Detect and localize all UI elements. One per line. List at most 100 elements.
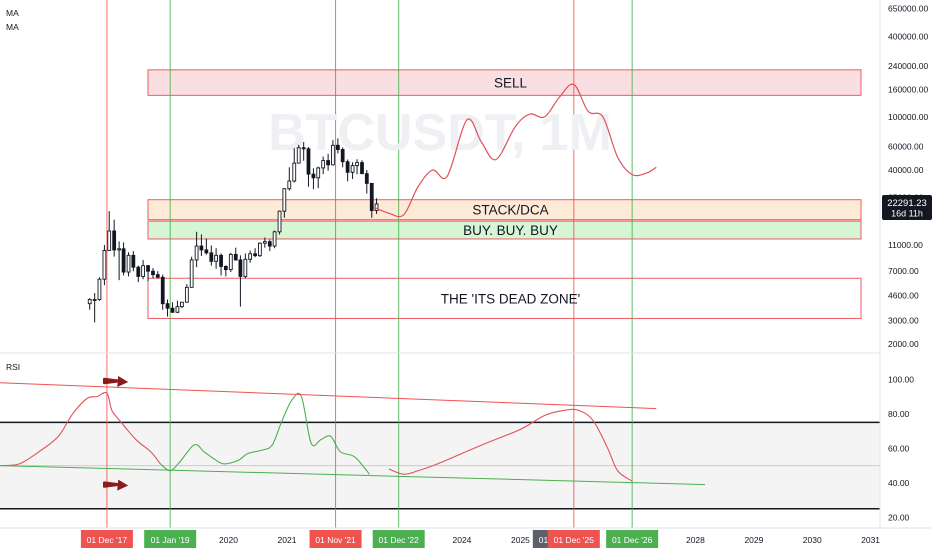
- marker-date-label-3[interactable]: 01 Dec '22: [379, 535, 420, 545]
- marker-date-bg-0[interactable]: [80, 530, 133, 548]
- rsi-upper-trendline[interactable]: [0, 382, 657, 410]
- candle-body-55: [355, 162, 359, 167]
- candle-body-41: [287, 180, 292, 190]
- candle-body-40: [282, 188, 287, 212]
- candle-body-15: [160, 276, 165, 305]
- price-tick-label: 100000.00: [888, 112, 928, 122]
- marker-date-bg-3[interactable]: [372, 530, 425, 548]
- candle-body-30: [233, 253, 238, 261]
- price-tick-label: 4600.00: [888, 291, 919, 301]
- price-tick-label: 60000.00: [888, 142, 924, 152]
- zone-box-3[interactable]: [147, 277, 862, 319]
- price-tick-label: 160000.00: [888, 85, 928, 95]
- candle-body-2: [97, 278, 102, 300]
- candle-body-22: [194, 245, 199, 261]
- rsi-line-green: [160, 392, 370, 475]
- annotation-arrows: [102, 375, 129, 491]
- candle-body-35: [258, 242, 262, 257]
- zone-layer: [147, 69, 862, 319]
- candle-body-6: [117, 248, 122, 251]
- candle-body-7: [121, 248, 126, 273]
- marker-date-label-1[interactable]: 01 Jan '19: [151, 535, 190, 545]
- marker-date-bg-1[interactable]: [144, 530, 197, 548]
- candle-body-24: [204, 249, 209, 254]
- arrow-lower-head[interactable]: [117, 479, 129, 491]
- marker-date-bg-2[interactable]: [309, 530, 362, 548]
- symbol-watermark: BTCUSDT, 1M: [268, 104, 612, 162]
- zone-label-2: BUY. BUY. BUY: [463, 223, 558, 238]
- candle-body-17: [170, 307, 175, 313]
- price-tick-label: 40000.00: [888, 165, 924, 175]
- marker-date-label-0[interactable]: 01 Dec '17: [87, 535, 128, 545]
- marker-date-bg-4[interactable]: [547, 530, 600, 548]
- time-tick-label: 2025: [511, 535, 530, 545]
- time-tick-label: 2021: [278, 535, 297, 545]
- candle-body-56: [360, 162, 364, 175]
- price-tick-label: 2000.00: [888, 339, 919, 349]
- time-tick-label: 2020: [219, 535, 238, 545]
- rsi-band-layer: [0, 421, 880, 510]
- time-tick-label: 2031: [861, 535, 880, 545]
- candle-body-16: [165, 303, 170, 309]
- rsi-tick-label: 60.00: [888, 443, 910, 453]
- candle-body-23: [199, 245, 204, 251]
- arrow-upper-head[interactable]: [117, 375, 129, 387]
- zone-box-0[interactable]: [147, 69, 862, 96]
- candle-body-29: [228, 253, 233, 271]
- rsi-tick-label: 80.00: [888, 409, 910, 419]
- candle-body-10: [136, 266, 141, 277]
- candle-body-38: [272, 231, 277, 247]
- candle-body-11: [141, 265, 145, 277]
- zone-box-1[interactable]: [147, 199, 862, 221]
- candle-body-8: [126, 254, 131, 273]
- candle-body-37: [267, 241, 272, 247]
- indicator-label-ma-2[interactable]: MA: [6, 22, 19, 32]
- price-tick-label: 7000.00: [888, 266, 919, 276]
- candle-body-9: [131, 254, 136, 268]
- candle-body-32: [243, 258, 248, 277]
- cycle-marker-lines: [106, 0, 633, 528]
- rsi-tick-label: 100.00: [888, 374, 914, 384]
- candle-body-51: [335, 144, 340, 150]
- marker-date-label-5[interactable]: 01 Dec '26: [612, 535, 653, 545]
- zone-label-0: SELL: [494, 76, 528, 91]
- candle-body-52: [340, 149, 345, 163]
- marker-date-label-4[interactable]: 01 Dec '25: [554, 535, 595, 545]
- candle-body-13: [151, 270, 155, 276]
- marker-date-label-2[interactable]: 01 Nov '21: [315, 535, 356, 545]
- rsi-lower-trendline[interactable]: [0, 465, 706, 486]
- candle-body-36: [262, 241, 267, 244]
- candle-body-53: [345, 161, 350, 173]
- candle-body-4: [107, 230, 112, 251]
- price-tick-label: 240000.00: [888, 61, 928, 71]
- price-tick-label: 11000.00: [888, 240, 923, 250]
- zone-box-2[interactable]: [147, 220, 862, 240]
- projection-line[interactable]: [374, 83, 657, 218]
- candle-body-33: [248, 253, 253, 260]
- candle-body-49: [326, 160, 331, 166]
- marker-date-bg-5[interactable]: [606, 530, 659, 548]
- candle-body-54: [350, 165, 355, 173]
- candle-body-42: [292, 162, 297, 182]
- arrow-lower-shaft[interactable]: [102, 481, 122, 488]
- candle-body-18: [175, 306, 180, 313]
- price-axis[interactable]: 650000.00 400000.00 240000.00 160000.00 1000…: [888, 3, 928, 349]
- candle-body-27: [219, 254, 223, 267]
- rsi-line-red-projection: [388, 408, 633, 482]
- rsi-axis[interactable]: 100.00 80.00 60.00 40.00 20.00: [888, 374, 914, 522]
- candle-body-59: [374, 203, 379, 212]
- candle-body-14: [155, 274, 160, 278]
- candle-body-20: [184, 286, 189, 303]
- arrow-upper-shaft[interactable]: [102, 377, 122, 385]
- current-price-bg: [882, 195, 932, 220]
- candle-body-57: [364, 173, 369, 184]
- zone-label-3: THE 'ITS DEAD ZONE': [441, 291, 580, 306]
- candle-body-46: [311, 173, 316, 179]
- indicator-label-ma-1[interactable]: MA: [6, 8, 19, 18]
- indicator-label-rsi[interactable]: RSI: [6, 362, 20, 372]
- time-tick-label: 2029: [744, 535, 763, 545]
- candle-body-50: [331, 144, 335, 166]
- crosshair-date-label: 01 .: [539, 535, 553, 545]
